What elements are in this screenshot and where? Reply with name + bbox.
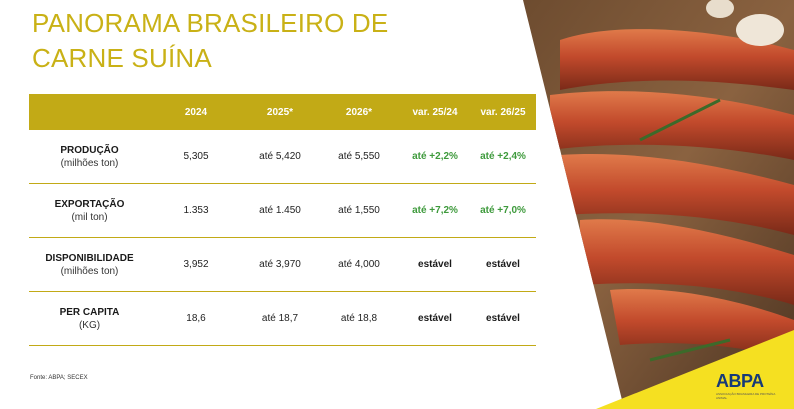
- title-line-2: CARNE SUÍNA: [32, 43, 212, 73]
- value-2024: 3,952: [183, 259, 209, 270]
- var-26-25: estável: [486, 313, 520, 324]
- value-2026: até 4,000: [338, 259, 380, 270]
- row-label: PER CAPITA (KG): [29, 306, 150, 332]
- value-2026: até 5,550: [338, 151, 380, 162]
- value-2025: até 1.450: [259, 205, 301, 216]
- source-note: Fonte: ABPA; SECEX: [30, 375, 88, 381]
- var-25-24: até +2,2%: [412, 151, 458, 162]
- table-row-exportacao: EXPORTAÇÃO (mil ton) 1.353 até 1.450 até…: [29, 184, 536, 238]
- table-row-disponibilidade: DISPONIBILIDADE (milhões ton) 3,952 até …: [29, 238, 536, 292]
- title-line-1: PANORAMA BRASILEIRO DE: [32, 8, 389, 38]
- page-title: PANORAMA BRASILEIRO DE CARNE SUÍNA: [32, 6, 388, 76]
- abpa-logo: ABPA: [716, 371, 764, 391]
- header-2025: 2025*: [266, 106, 294, 118]
- table-header: 2024 2025* 2026* var. 25/24 var. 26/25: [29, 94, 536, 130]
- row-label: DISPONIBILIDADE (milhões ton): [29, 252, 150, 278]
- header-2026: 2026*: [345, 106, 373, 118]
- var-25-24: estável: [418, 313, 452, 324]
- value-2025: até 18,7: [261, 313, 299, 324]
- value-2024: 5,305: [183, 151, 209, 162]
- header-var-25-24: var. 25/24: [412, 106, 458, 118]
- value-2024: 18,6: [186, 313, 206, 324]
- var-26-25: estável: [486, 259, 520, 270]
- header-var-26-25: var. 26/25: [480, 106, 526, 118]
- row-title: PER CAPITA: [59, 306, 120, 318]
- row-title: PRODUÇÃO: [60, 144, 119, 156]
- abpa-logo-tagline: ASSOCIAÇÃO BRASILEIRA DE PROTEÍNA ANIMAL: [716, 392, 776, 400]
- row-title: EXPORTAÇÃO: [54, 198, 125, 210]
- var-26-25: até +2,4%: [480, 151, 526, 162]
- value-2025: até 3,970: [259, 259, 301, 270]
- value-2026: até 18,8: [340, 313, 378, 324]
- row-label: EXPORTAÇÃO (mil ton): [29, 198, 150, 224]
- var-25-24: estável: [418, 259, 452, 270]
- row-unit: (KG): [78, 319, 101, 331]
- pork-panorama-table: 2024 2025* 2026* var. 25/24 var. 26/25 P…: [29, 94, 536, 346]
- header-2024: 2024: [184, 106, 208, 118]
- row-unit: (milhões ton): [60, 157, 119, 169]
- var-25-24: até +7,2%: [412, 205, 458, 216]
- var-26-25: até +7,0%: [480, 205, 526, 216]
- row-unit: (mil ton): [71, 211, 108, 223]
- row-label: PRODUÇÃO (milhões ton): [29, 144, 150, 170]
- value-2024: 1.353: [183, 205, 209, 216]
- value-2025: até 5,420: [259, 151, 301, 162]
- row-unit: (milhões ton): [60, 265, 119, 277]
- table-row-per-capita: PER CAPITA (KG) 18,6 até 18,7 até 18,8 e…: [29, 292, 536, 346]
- value-2026: até 1,550: [338, 205, 380, 216]
- row-title: DISPONIBILIDADE: [45, 252, 134, 264]
- table-row-producao: PRODUÇÃO (milhões ton) 5,305 até 5,420 a…: [29, 130, 536, 184]
